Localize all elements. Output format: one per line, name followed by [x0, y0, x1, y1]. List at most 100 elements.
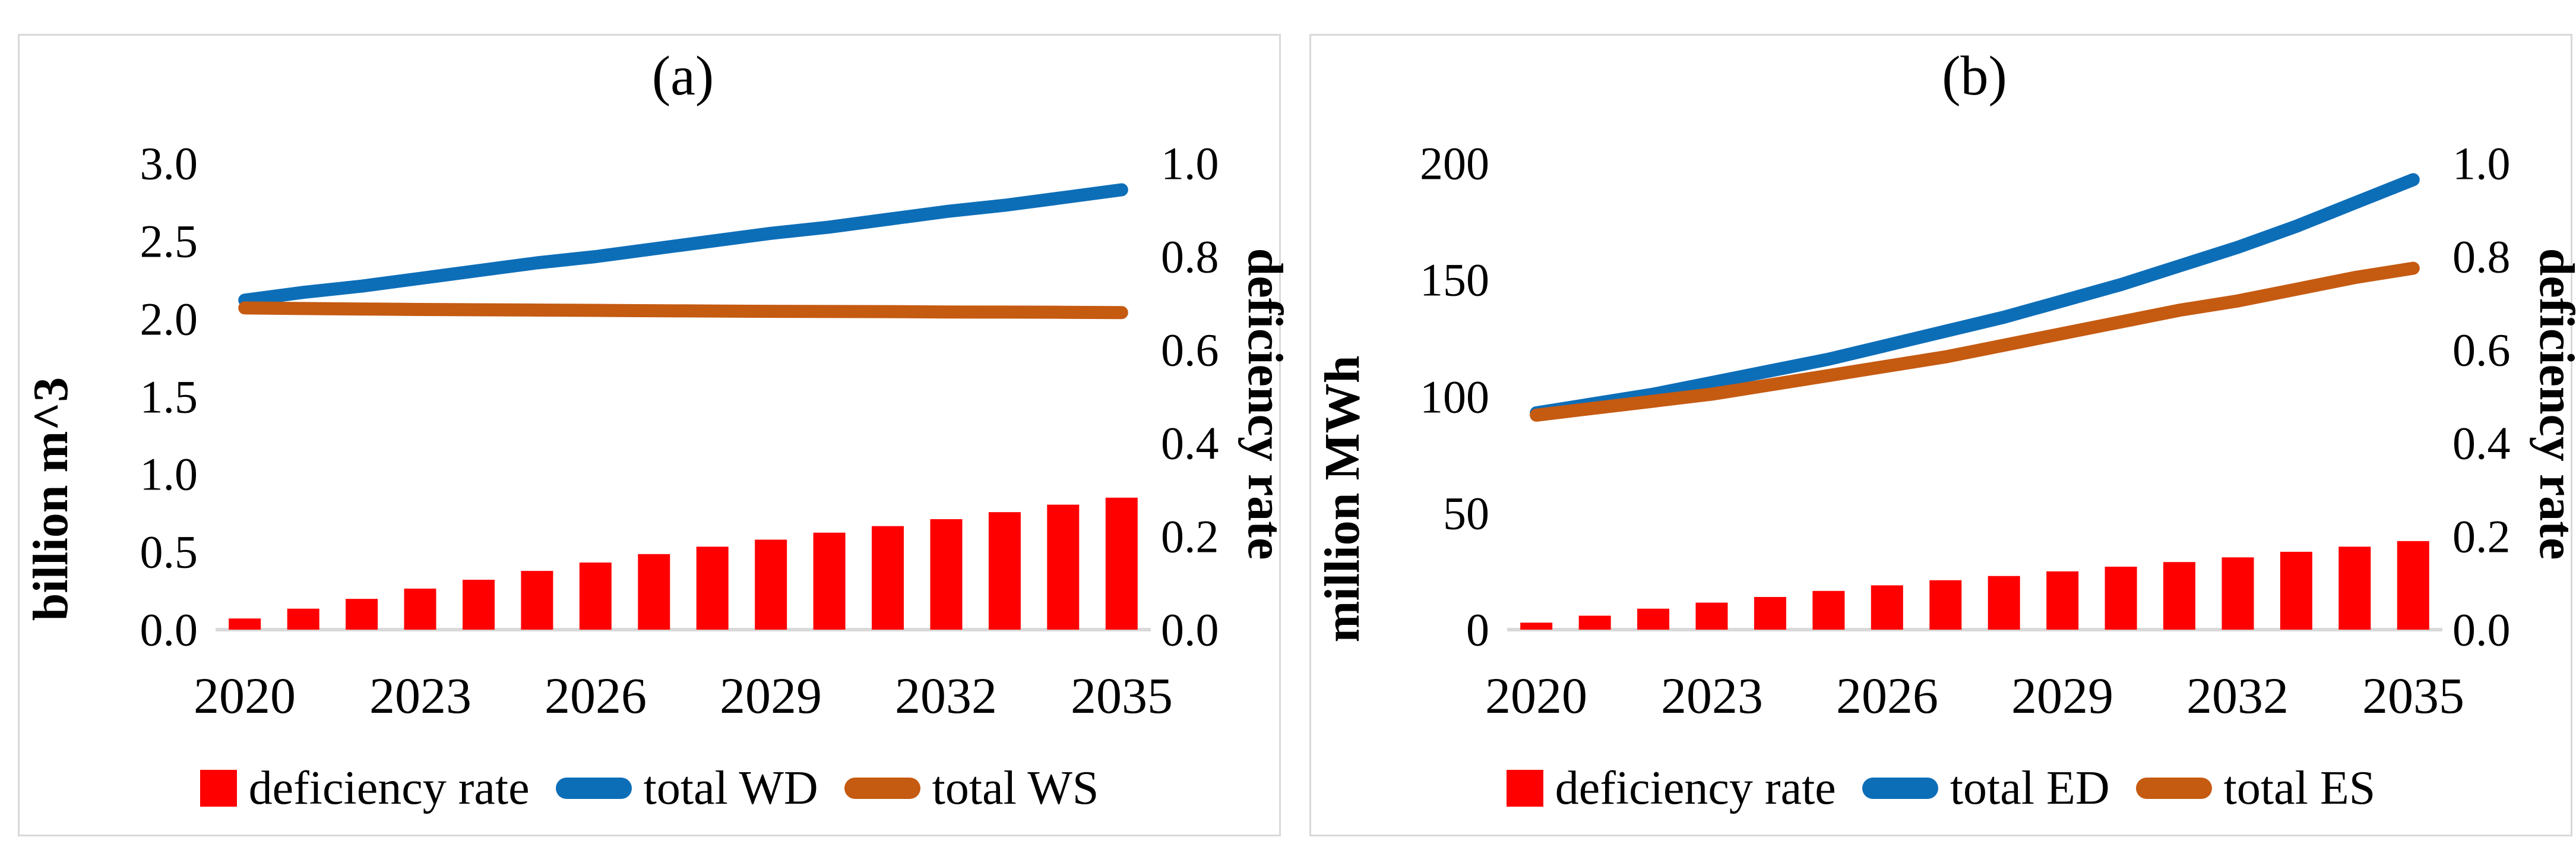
- bar-2033: [988, 512, 1021, 630]
- left-axis-tick-label: 1.5: [140, 371, 198, 423]
- left-axis-tick-label: 3.0: [140, 138, 198, 189]
- legend-item-total-wd: total WD: [555, 762, 818, 814]
- x-axis-tick-label: 2035: [1071, 667, 1173, 724]
- bar-2035: [2397, 541, 2429, 630]
- line-total-ws: [238, 301, 1128, 320]
- bar-2020: [229, 618, 261, 630]
- bar-2030: [2105, 567, 2137, 630]
- bar-2022: [346, 599, 378, 630]
- bar-2029: [2046, 571, 2079, 630]
- legend-label: total WS: [932, 762, 1099, 814]
- legend-item-total-es: total ES: [2135, 764, 2375, 812]
- x-axis-tick-label: 2020: [194, 667, 296, 724]
- bar-2034: [2338, 546, 2371, 630]
- left-axis-tick-label: 2.5: [140, 216, 198, 267]
- line-total-es: [1530, 261, 2420, 422]
- left-axis-tick-label: 1.0: [140, 448, 198, 500]
- legend-swatch-deficiency-rate: [200, 770, 237, 807]
- chart-panel-b: (b) million MWh deficiency rate 200 150 …: [1309, 34, 2576, 836]
- bar-2028: [696, 546, 729, 630]
- chart-canvas-b: (b) million MWh deficiency rate 200 150 …: [1315, 45, 2576, 724]
- right-axis-tick-label: 1.0: [1161, 138, 1219, 189]
- right-axis-tick-label: 0.2: [2452, 511, 2511, 563]
- legend-b: deficiency rate total ED total ES: [1311, 764, 2571, 812]
- bar-2033: [2280, 551, 2312, 630]
- legend-label: deficiency rate: [1555, 762, 1836, 814]
- x-axis-tick-label: 2026: [545, 667, 647, 724]
- legend-swatch-deficiency-rate: [1506, 770, 1543, 807]
- bar-2031: [872, 526, 904, 630]
- legend-label: total WD: [643, 762, 818, 814]
- bar-2029: [755, 539, 787, 630]
- bars-deficiency-rate: [1520, 541, 2429, 630]
- legend-swatch-total-ws: [844, 778, 920, 799]
- plot-area: [1520, 173, 2429, 630]
- chart-canvas-a: (a) billion m^3 deficiency rate 3.0 2.5 …: [23, 45, 1293, 724]
- bar-2022: [1637, 608, 1670, 630]
- x-axis-tick-label: 2035: [2362, 667, 2464, 724]
- left-axis-tick-label: 0: [1466, 604, 1489, 656]
- legend-item-total-ed: total ED: [1862, 764, 2110, 812]
- left-axis-tick-label: 0.5: [140, 526, 198, 578]
- right-axis-tick-label: 0.6: [2452, 324, 2511, 376]
- right-axis-tick-label: 0.6: [1161, 324, 1219, 376]
- legend-item-deficiency-rate: deficiency rate: [200, 764, 530, 812]
- left-axis-title: billion m^3: [23, 377, 78, 621]
- bar-2027: [638, 554, 670, 630]
- legend-item-deficiency-rate: deficiency rate: [1506, 762, 1836, 814]
- right-axis-tick-label: 0.0: [1161, 604, 1219, 656]
- right-axis-tick-label: 0.4: [2452, 418, 2511, 469]
- bar-2024: [463, 580, 495, 630]
- legend-swatch-total-ed: [1862, 778, 1938, 799]
- x-axis-tick-label: 2032: [2186, 667, 2289, 724]
- bar-2032: [2221, 557, 2254, 630]
- bar-2025: [521, 571, 553, 630]
- left-axis-tick-label: 150: [1420, 254, 1489, 306]
- chart-panel-a: (a) billion m^3 deficiency rate 3.0 2.5 …: [18, 34, 1293, 836]
- bar-2027: [1929, 580, 1962, 630]
- left-axis-tick-label: 50: [1443, 488, 1489, 539]
- bar-2028: [1988, 576, 2020, 630]
- bar-2020: [1520, 623, 1553, 630]
- x-axis-tick-label: 2032: [895, 667, 997, 724]
- x-axis-tick-label: 2026: [1836, 667, 1938, 724]
- x-axis-tick-label: 2020: [1485, 667, 1587, 724]
- left-axis-tick-label: 200: [1420, 138, 1489, 189]
- legend-label: deficiency rate: [248, 762, 530, 814]
- left-axis-title: million MWh: [1315, 355, 1370, 642]
- right-axis-tick-label: 0.2: [1161, 511, 1219, 563]
- x-axis-tick-label: 2029: [720, 667, 822, 724]
- x-axis-tick-label: 2023: [369, 667, 471, 724]
- bar-2030: [813, 532, 846, 630]
- bar-2032: [930, 519, 963, 630]
- left-axis-tick-label: 0.0: [140, 604, 198, 656]
- legend-swatch-total-wd: [555, 778, 632, 799]
- line-total-wd: [238, 183, 1128, 307]
- right-axis-tick-label: 1.0: [2452, 138, 2511, 189]
- left-axis-tick-label: 100: [1420, 371, 1489, 423]
- right-axis-tick-label: 0.0: [2452, 604, 2511, 656]
- bar-2021: [1578, 615, 1611, 630]
- bar-2035: [1105, 497, 1138, 630]
- bar-2023: [404, 588, 436, 630]
- plot-area: [229, 183, 1138, 630]
- legend-swatch-total-es: [2135, 778, 2212, 799]
- panel-title: (a): [652, 45, 714, 107]
- right-axis-title: deficiency rate: [1238, 248, 1293, 560]
- right-axis-title: deficiency rate: [2529, 248, 2576, 560]
- bar-2026: [579, 563, 612, 630]
- bar-2026: [1871, 585, 1903, 630]
- x-axis-tick-label: 2029: [2011, 667, 2113, 724]
- bar-2024: [1754, 597, 1786, 630]
- right-axis-tick-label: 0.8: [2452, 231, 2511, 283]
- bar-2023: [1695, 602, 1728, 630]
- bar-2025: [1812, 590, 1845, 630]
- right-axis-tick-label: 0.4: [1161, 418, 1219, 469]
- x-axis-tick-label: 2023: [1661, 667, 1763, 724]
- bar-2021: [287, 608, 319, 630]
- bar-2031: [2163, 562, 2195, 630]
- line-total-ed: [1530, 173, 2420, 419]
- bar-2034: [1047, 504, 1080, 630]
- legend-item-total-ws: total WS: [844, 764, 1099, 812]
